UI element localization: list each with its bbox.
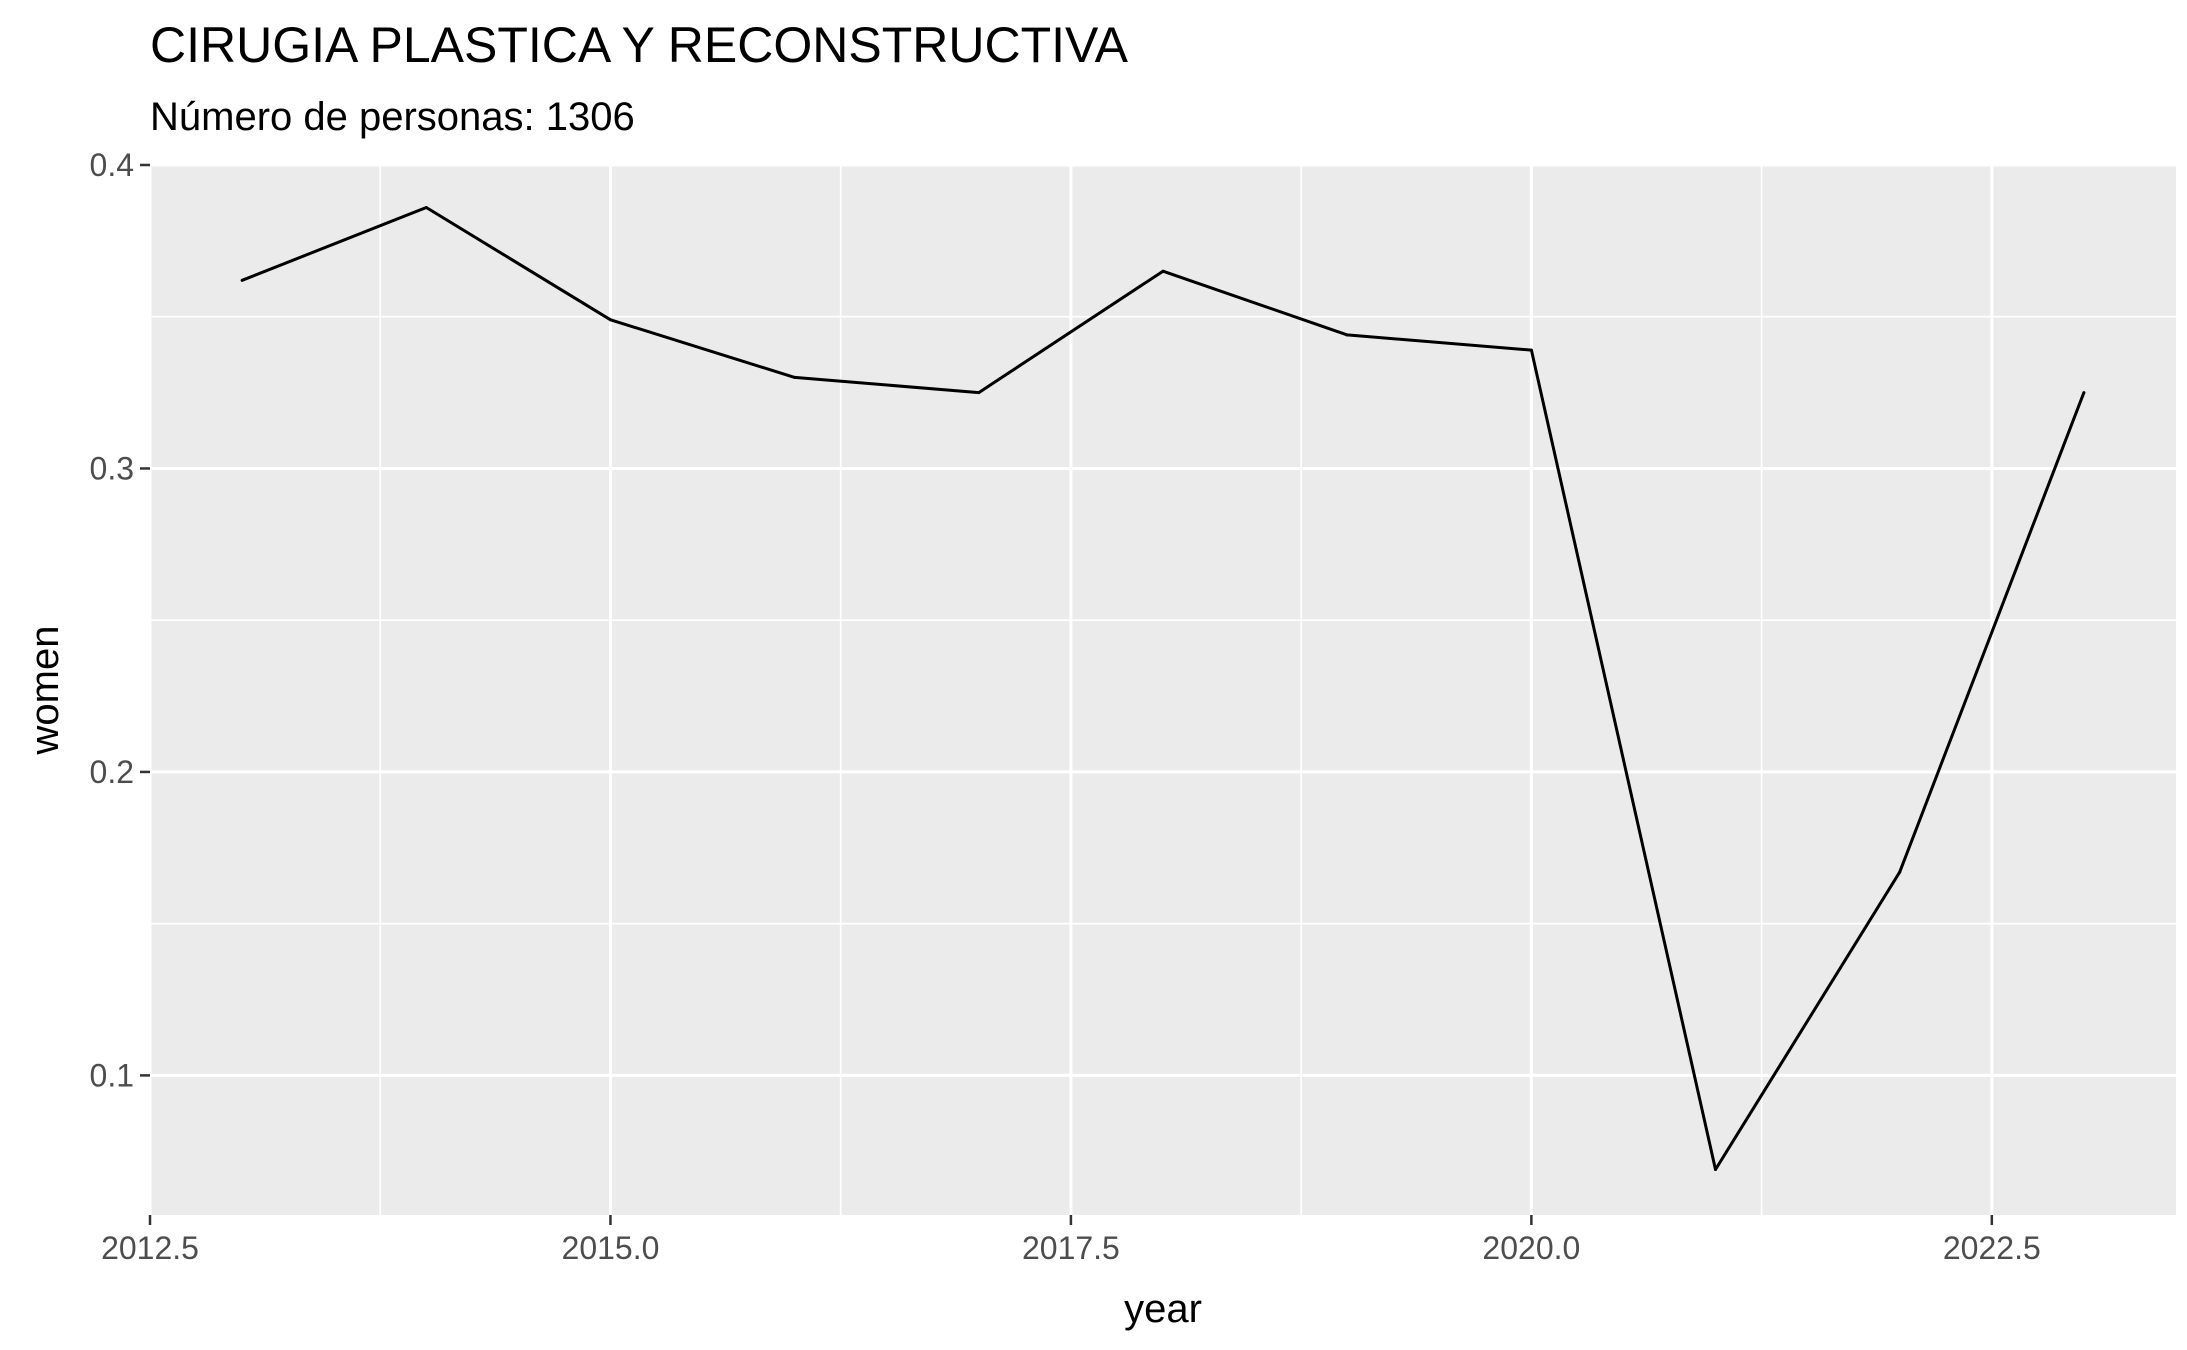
data-point [977,391,981,395]
chart-subtitle: Número de personas: 1306 [150,95,635,139]
y-axis: 0.1 0.2 0.3 0.4 [90,147,150,1093]
data-point [424,205,428,209]
y-tick-label: 0.2 [90,754,134,790]
data-point [608,318,612,322]
data-point [1529,348,1533,352]
data-point [793,375,797,379]
x-tick-label: 2015.0 [562,1230,660,1266]
data-point [240,278,244,282]
y-tick-label: 0.1 [90,1057,134,1093]
x-axis: 2012.5 2015.0 2017.5 2020.0 2022.5 [101,1215,2041,1266]
x-axis-title: year [1124,1287,1202,1331]
major-gridlines [148,163,2176,1215]
y-tick-label: 0.4 [90,147,134,183]
x-tick-label: 2020.0 [1482,1230,1580,1266]
y-axis-title: women [23,626,67,756]
data-point [1714,1167,1718,1171]
x-tick-label: 2017.5 [1022,1230,1120,1266]
y-tick-label: 0.3 [90,450,134,486]
series-layer [240,205,2086,1171]
minor-gridlines [150,165,2176,1215]
plot-panel [150,165,2176,1215]
data-point [1161,269,1165,273]
chart-title: CIRUGIA PLASTICA Y RECONSTRUCTIVA [150,17,1129,73]
data-point [2082,391,2086,395]
x-tick-label: 2022.5 [1943,1230,2041,1266]
data-point [1898,870,1902,874]
x-tick-label: 2012.5 [101,1230,199,1266]
data-point [1345,333,1349,337]
